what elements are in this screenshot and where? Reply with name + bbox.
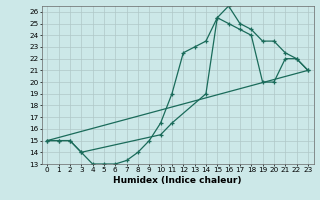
X-axis label: Humidex (Indice chaleur): Humidex (Indice chaleur) xyxy=(113,176,242,185)
